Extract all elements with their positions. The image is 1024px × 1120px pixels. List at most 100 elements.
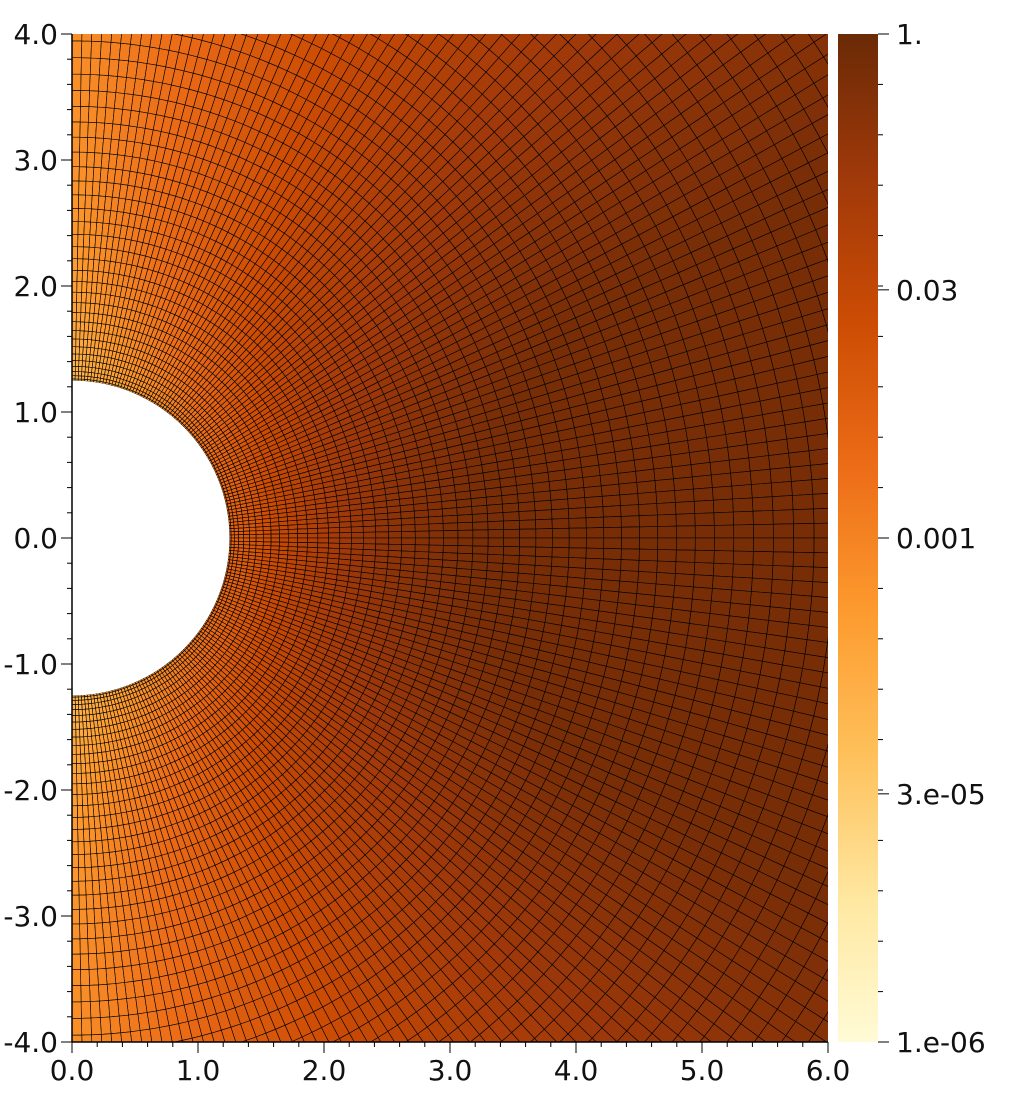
mesh-cell: [328, 0, 347, 16]
mesh-cell: [297, 533, 308, 539]
mesh-cell: [675, 561, 696, 576]
mesh-cell: [657, 537, 677, 551]
mesh-cell: [487, 537, 505, 547]
mesh-cell: [675, 549, 696, 563]
mesh-cell: [348, 34, 368, 49]
mesh-cell: [272, 10, 289, 31]
mesh-cell: [769, 592, 792, 610]
mesh-cell: [733, 537, 754, 552]
mesh-cell: [98, 74, 109, 93]
mesh-cell: [713, 511, 735, 526]
mesh-cell: [876, 197, 903, 221]
mesh-cell: [348, 5, 367, 27]
mesh-cell: [388, 531, 403, 539]
mesh-cell: [788, 450, 811, 468]
mesh-cell: [732, 497, 754, 513]
mesh-cell: [675, 500, 696, 515]
mesh-cell: [639, 537, 659, 550]
mesh-cell: [401, 544, 416, 552]
mesh-cell: [248, 526, 257, 532]
mesh-cell: [77, 375, 82, 380]
mesh-cell: [888, 651, 912, 671]
mesh-cell: [701, 0, 728, 14]
mesh-cell: [673, 476, 694, 491]
mesh-cell: [72, 246, 79, 260]
mesh-cell: [585, 547, 605, 560]
mesh-cell: [572, 3, 597, 28]
mesh-cell: [657, 549, 677, 563]
mesh-cell: [87, 121, 97, 139]
mesh-cell: [653, 466, 674, 481]
mesh-cell: [414, 544, 430, 553]
mesh-cell: [81, 375, 86, 380]
mesh-cell: [441, 507, 458, 517]
mesh-cell: [616, 34, 618, 35]
mesh-cell: [876, 570, 898, 587]
mesh-cell: [730, 589, 752, 606]
mesh-cell: [442, 552, 459, 562]
mesh-cell: [535, 546, 553, 558]
mesh-cell: [712, 498, 734, 514]
mesh-cell: [690, 0, 717, 1]
mesh-cell: [551, 0, 575, 8]
mesh-cell: [270, 533, 280, 539]
mesh-cell: [532, 481, 551, 493]
mesh-cell: [74, 371, 79, 377]
mesh-cell: [501, 493, 519, 505]
mesh-cell: [576, 0, 601, 3]
mesh-cell: [79, 121, 89, 138]
mesh-cell: [83, 221, 91, 236]
mesh-cell: [387, 524, 403, 533]
mesh-cell: [503, 520, 520, 530]
mesh-cell: [110, 34, 122, 44]
mesh-cell: [328, 532, 341, 539]
mesh-cell: [428, 537, 444, 546]
mesh-cell: [306, 542, 319, 549]
mesh-cell: [145, 0, 158, 13]
mesh-cell: [713, 550, 735, 565]
mesh-cell: [442, 544, 459, 554]
mesh-cell: [179, 0, 193, 1]
mesh-cell: [255, 533, 264, 539]
mesh-cell: [450, 3, 472, 26]
mesh-cell: [77, 233, 85, 248]
mesh-cell: [551, 537, 570, 549]
mesh-cell: [290, 34, 293, 35]
mesh-cell: [749, 591, 772, 608]
mesh-cell: [79, 105, 90, 123]
plot-area: [72, 0, 918, 1042]
mesh-cell: [407, 34, 424, 43]
mesh-cell: [428, 551, 444, 561]
mesh-cell: [317, 532, 329, 539]
mesh-cell: [226, 12, 241, 32]
mesh-cell: [694, 525, 715, 539]
mesh-cell: [317, 0, 336, 11]
mesh-cell: [387, 511, 402, 520]
mesh-cell: [517, 501, 536, 512]
mesh-cell: [399, 504, 415, 513]
mesh-cell: [890, 171, 918, 196]
mesh-cell: [442, 530, 459, 539]
mesh-cell: [200, 0, 215, 6]
mesh-cell: [791, 479, 814, 496]
mesh-cell: [190, 0, 205, 4]
mesh-cell: [255, 537, 264, 543]
mesh-cell: [249, 537, 257, 542]
mesh-cell: [654, 478, 675, 493]
mesh-cell: [181, 34, 194, 39]
mesh-cell: [620, 515, 640, 528]
mesh-cell: [296, 0, 314, 1]
mesh-cell: [317, 537, 329, 544]
mesh-cell: [620, 548, 640, 561]
mesh-cell: [770, 578, 793, 595]
mesh-cell: [362, 513, 376, 522]
mesh-cell: [559, 34, 577, 43]
mesh-cell: [78, 353, 84, 362]
mesh-cell: [713, 537, 735, 552]
mesh-cell: [712, 485, 734, 501]
mesh-cell: [710, 588, 733, 604]
mesh-cell: [400, 550, 416, 559]
mesh-cell: [98, 58, 111, 76]
mesh-cell: [249, 530, 257, 535]
mesh-cell: [85, 166, 95, 182]
